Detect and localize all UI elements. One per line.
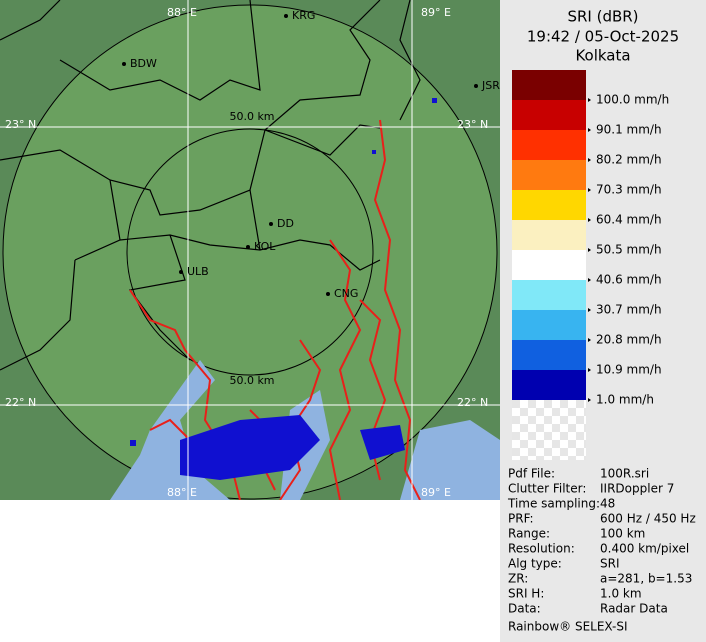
lon-label: 89° E bbox=[421, 486, 451, 499]
lat-label: 23° N bbox=[5, 118, 36, 131]
city-label: BDW bbox=[130, 57, 157, 70]
info-key: Time sampling: bbox=[507, 497, 600, 511]
legend-label: 80.2 mm/h bbox=[596, 153, 662, 167]
info: Pdf File: 100R.sri Clutter Filter: IIRDoppl… bbox=[507, 467, 696, 616]
info-value: 600 Hz / 450 Hz bbox=[600, 512, 696, 526]
legend-label: 100.0 mm/h bbox=[596, 93, 669, 107]
info-key: SRI H: bbox=[508, 587, 544, 601]
title: SRI (dBR) bbox=[567, 8, 638, 26]
info-value: 0.400 km/pixel bbox=[600, 542, 689, 556]
boundaries bbox=[0, 0, 421, 371]
city-dot bbox=[122, 62, 126, 66]
legend-tick bbox=[588, 278, 591, 282]
info-value: SRI bbox=[600, 557, 620, 571]
info-value: 48 bbox=[600, 497, 615, 511]
city-dot bbox=[269, 222, 273, 226]
city-dot bbox=[326, 292, 330, 296]
lon-label: 88° E bbox=[167, 6, 197, 19]
footer: Rainbow® SELEX-SI bbox=[508, 620, 628, 634]
info-value: IIRDoppler 7 bbox=[600, 482, 674, 496]
info-key: Clutter Filter: bbox=[508, 482, 586, 496]
range-ring-inner bbox=[126, 128, 374, 376]
legend-swatch bbox=[512, 220, 586, 250]
legend-label: 50.5 mm/h bbox=[596, 243, 662, 257]
title: Kolkata bbox=[575, 47, 630, 65]
city-dot bbox=[246, 245, 250, 249]
range-label: 50.0 km bbox=[229, 374, 274, 387]
info-key: PRF: bbox=[508, 512, 534, 526]
legend-label: 40.6 mm/h bbox=[596, 273, 662, 287]
city-dot bbox=[284, 14, 288, 18]
city-label: KOL bbox=[254, 240, 276, 253]
legend-transparent bbox=[512, 400, 586, 460]
legend-swatch bbox=[512, 130, 586, 160]
info-key: Data: bbox=[508, 602, 541, 616]
legend-swatch bbox=[512, 70, 586, 100]
legend-swatch bbox=[512, 250, 586, 280]
city-label: DD bbox=[277, 217, 294, 230]
legend-swatch bbox=[512, 100, 586, 130]
city-label: KRG bbox=[292, 9, 315, 22]
legend-tick bbox=[588, 338, 591, 342]
map bbox=[0, 0, 500, 500]
legend-label: 20.8 mm/h bbox=[596, 333, 662, 347]
info-key: Pdf File: bbox=[508, 467, 555, 481]
info-value: Radar Data bbox=[600, 602, 668, 616]
city-label: ULB bbox=[187, 265, 209, 278]
city-label: JSR bbox=[481, 79, 500, 92]
legend-label: 1.0 mm/h bbox=[596, 393, 654, 407]
legend-swatch bbox=[512, 280, 586, 310]
legend-label: 10.9 mm/h bbox=[596, 363, 662, 377]
info-key: Range: bbox=[508, 527, 550, 541]
lat-label: 22° N bbox=[457, 396, 488, 409]
legend-tick bbox=[588, 98, 591, 102]
info-value: a=281, b=1.53 bbox=[600, 572, 692, 586]
city-dot bbox=[179, 270, 183, 274]
legend-label: 60.4 mm/h bbox=[596, 213, 662, 227]
legend-tick bbox=[588, 218, 591, 222]
legend-swatch bbox=[512, 370, 586, 400]
city-label: CNG bbox=[334, 287, 358, 300]
legend-tick bbox=[588, 308, 591, 312]
info-value: 1.0 km bbox=[600, 587, 642, 601]
legend-label: 70.3 mm/h bbox=[596, 183, 662, 197]
legend: 100.0 mm/h 90.1 mm/h 80.2 mm/h 70.3 mm/h 60.… bbox=[512, 70, 669, 407]
legend-tick bbox=[588, 368, 591, 372]
title: 19:42 / 05-Oct-2025 bbox=[527, 28, 679, 46]
lon-label: 89° E bbox=[421, 6, 451, 19]
legend-tick bbox=[588, 158, 591, 162]
legend-tick bbox=[588, 248, 591, 252]
legend-label: 30.7 mm/h bbox=[596, 303, 662, 317]
info-key: ZR: bbox=[508, 572, 528, 586]
lat-label: 22° N bbox=[5, 396, 36, 409]
rain bbox=[130, 98, 437, 480]
city-dot bbox=[474, 84, 478, 88]
info-value: 100R.sri bbox=[600, 467, 649, 481]
legend-swatch bbox=[512, 340, 586, 370]
lon-label: 88° E bbox=[167, 486, 197, 499]
legend-label: 90.1 mm/h bbox=[596, 123, 662, 137]
legend-tick bbox=[588, 188, 591, 192]
lat-label: 23° N bbox=[457, 118, 488, 131]
legend-tick bbox=[588, 128, 591, 132]
legend-swatch bbox=[512, 160, 586, 190]
info-key: Alg type: bbox=[508, 557, 562, 571]
graticule bbox=[0, 0, 500, 500]
info-key: Resolution: bbox=[508, 542, 575, 556]
legend-swatch bbox=[512, 310, 586, 340]
legend-swatch bbox=[512, 190, 586, 220]
legend-tick bbox=[588, 398, 591, 402]
range-label: 50.0 km bbox=[229, 110, 274, 123]
info-value: 100 km bbox=[600, 527, 645, 541]
